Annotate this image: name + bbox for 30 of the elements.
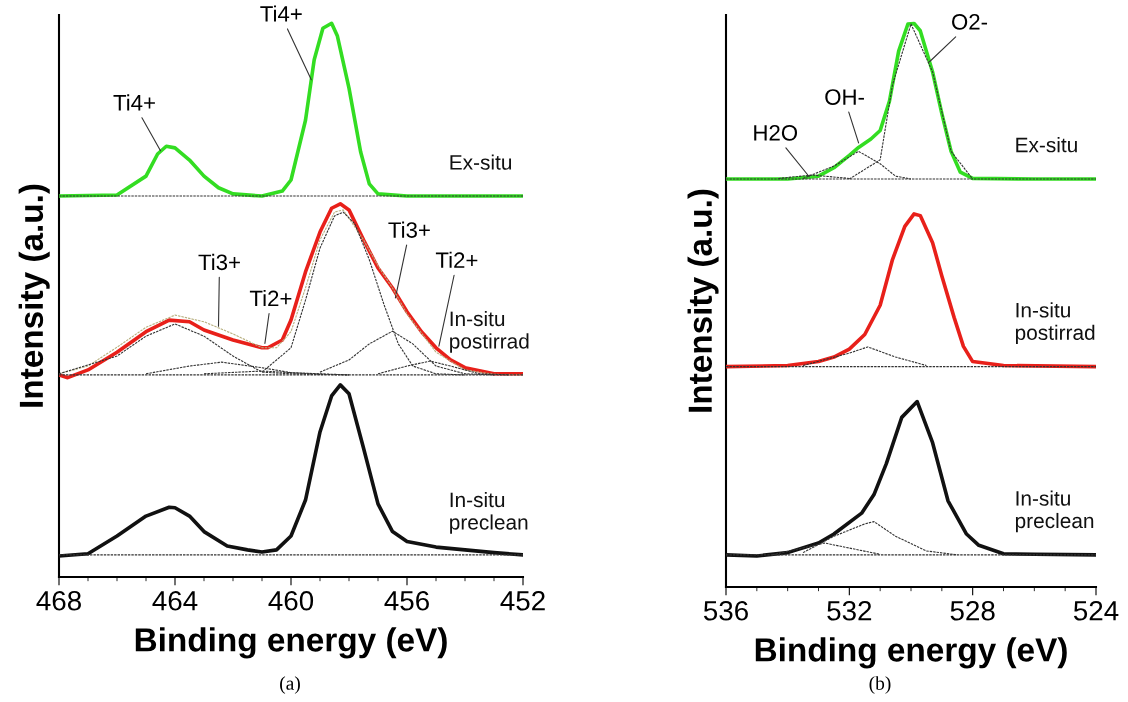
annotation: Ti4+ bbox=[113, 94, 155, 111]
annotation: OH- bbox=[825, 89, 864, 105]
x-tick-label: 456 bbox=[384, 590, 429, 611]
x-tick-label: 464 bbox=[152, 590, 198, 611]
x-tick-label: 460 bbox=[268, 590, 314, 611]
x-tick-label: 528 bbox=[950, 600, 995, 621]
series-label: In-situ postirrad bbox=[450, 310, 529, 353]
series-label: Ex-situ bbox=[1016, 137, 1077, 153]
series-label: Ex-situ bbox=[450, 154, 512, 170]
x-tick-label: 468 bbox=[36, 590, 81, 611]
text: (a) bbox=[280, 676, 300, 694]
annotation: Ti3+ bbox=[388, 221, 430, 238]
y-axis-title: Intensity (a.u.) bbox=[18, 184, 50, 407]
text: (b) bbox=[869, 676, 891, 694]
x-tick-label: 524 bbox=[1073, 600, 1119, 621]
x-tick-label: 452 bbox=[500, 590, 545, 611]
y-axis-title: Intensity (a.u.) bbox=[687, 189, 719, 412]
x-tick-label: 532 bbox=[827, 600, 872, 621]
series-label: In-situ preclean bbox=[1015, 490, 1094, 533]
x-axis-title: Binding energy (eV) bbox=[755, 637, 1067, 669]
x-axis-title: Binding energy (eV) bbox=[135, 627, 447, 659]
series-label: In-situ preclean bbox=[450, 491, 528, 534]
annotation: Ti2+ bbox=[435, 251, 478, 268]
annotation: Ti2+ bbox=[249, 289, 292, 307]
annotation: Ti4+ bbox=[260, 5, 302, 22]
annotation: O2- bbox=[952, 14, 988, 30]
x-tick-label: 536 bbox=[703, 600, 748, 621]
annotation: H2O bbox=[754, 124, 798, 141]
annotation: Ti3+ bbox=[198, 253, 240, 271]
series-label: In-situ postirrad bbox=[1015, 302, 1095, 345]
